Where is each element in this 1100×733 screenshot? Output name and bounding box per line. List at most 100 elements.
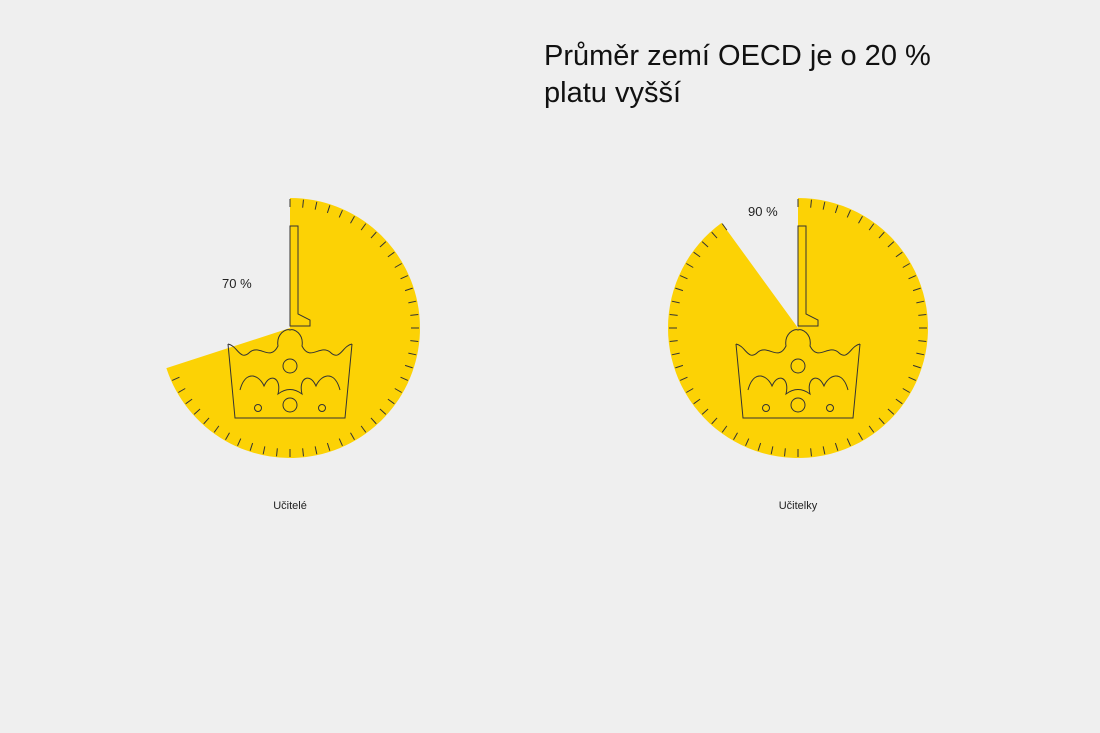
headline-line-2: platu vyšší (544, 77, 681, 109)
rim-tick (370, 231, 377, 239)
rim-tick (669, 340, 678, 342)
rim-tick (262, 446, 266, 455)
rim-tick (404, 364, 413, 369)
rim-tick (916, 352, 925, 356)
rim-tick (185, 398, 193, 405)
rim-tick (338, 438, 343, 447)
crown-emblem (227, 225, 353, 419)
group-label: Učitelky (778, 500, 818, 512)
rim-tick (757, 442, 762, 451)
rim-tick (178, 388, 186, 393)
rim-tick (379, 241, 387, 248)
rim-tick (686, 263, 694, 268)
rim-tick (912, 287, 921, 292)
rim-tick (834, 442, 839, 451)
rim-tick (370, 417, 377, 425)
rim-tick (394, 263, 402, 268)
rim-tick (846, 438, 851, 447)
rim-tick (394, 388, 402, 393)
pie-slice (166, 198, 420, 458)
chart-teachers-male: 70 % Učitelé (130, 180, 450, 520)
rim-tick (868, 223, 875, 231)
rim-tick (916, 300, 925, 304)
rim-tick (887, 241, 895, 248)
group-label: Učitelé (273, 500, 307, 512)
rim-tick (410, 314, 419, 316)
data-label-percent: 90 % (748, 204, 778, 219)
rim-tick (410, 340, 419, 342)
rim-tick (387, 398, 395, 405)
rim-tick (360, 223, 367, 231)
rim-tick (810, 199, 812, 208)
rim-tick (669, 314, 678, 316)
rim-tick (237, 438, 242, 447)
rim-tick (276, 448, 278, 457)
page-title: Průměr zemí OECD je o 20 % platu vyšší (544, 38, 964, 112)
rim-tick (822, 201, 826, 210)
coin-chart-svg (668, 198, 928, 458)
rim-tick (822, 446, 826, 455)
headline-line-1: Průměr zemí OECD je o 20 % (544, 40, 931, 72)
rim-tick (350, 216, 355, 224)
rim-tick (408, 300, 417, 304)
rim-ticks (171, 199, 419, 457)
rim-tick (400, 376, 409, 381)
rim-tick (213, 425, 220, 433)
rim-tick (314, 201, 318, 210)
rim-tick (733, 432, 738, 440)
rim-tick (858, 432, 863, 440)
rim-tick (675, 287, 684, 292)
rim-tick (711, 417, 718, 425)
rim-tick (770, 446, 774, 455)
rim-tick (878, 417, 885, 425)
data-label-percent: 70 % (222, 276, 252, 291)
pie-slice (668, 198, 928, 458)
rim-tick (918, 314, 927, 316)
rim-tick (203, 417, 210, 425)
rim-tick (784, 448, 786, 457)
rim-tick (314, 446, 318, 455)
crown-emblem (735, 225, 861, 419)
rim-tick (350, 432, 355, 440)
rim-tick (679, 376, 688, 381)
rim-tick (858, 216, 863, 224)
rim-tick (693, 398, 701, 405)
rim-tick (387, 251, 395, 258)
rim-tick (701, 408, 709, 415)
rim-tick (408, 352, 417, 356)
rim-tick (326, 442, 331, 451)
rim-tick (908, 376, 917, 381)
chart-teachers-female: 90 % Učitelky (638, 180, 958, 520)
rim-tick (721, 425, 728, 433)
rim-tick (908, 275, 917, 280)
rim-tick (846, 209, 851, 218)
rim-tick (834, 205, 839, 214)
rim-tick (686, 388, 694, 393)
rim-tick (249, 442, 254, 451)
rim-tick (721, 223, 728, 231)
rim-tick (693, 251, 701, 258)
rim-tick (878, 231, 885, 239)
rim-tick (887, 408, 895, 415)
rim-tick (902, 263, 910, 268)
coin-chart-svg (166, 198, 420, 458)
rim-tick (171, 376, 180, 381)
rim-tick (810, 448, 812, 457)
rim-tick (701, 241, 709, 248)
rim-tick (745, 438, 750, 447)
rim-tick (338, 209, 343, 218)
rim-ticks (669, 199, 927, 457)
rim-tick (302, 199, 304, 208)
rim-tick (918, 340, 927, 342)
rim-tick (895, 398, 903, 405)
rim-tick (379, 408, 387, 415)
rim-tick (225, 432, 230, 440)
rim-tick (193, 408, 201, 415)
rim-tick (679, 275, 688, 280)
rim-tick (326, 205, 331, 214)
rim-tick (671, 352, 680, 356)
rim-tick (895, 251, 903, 258)
rim-tick (302, 448, 304, 457)
rim-tick (404, 287, 413, 292)
rim-tick (711, 231, 718, 239)
